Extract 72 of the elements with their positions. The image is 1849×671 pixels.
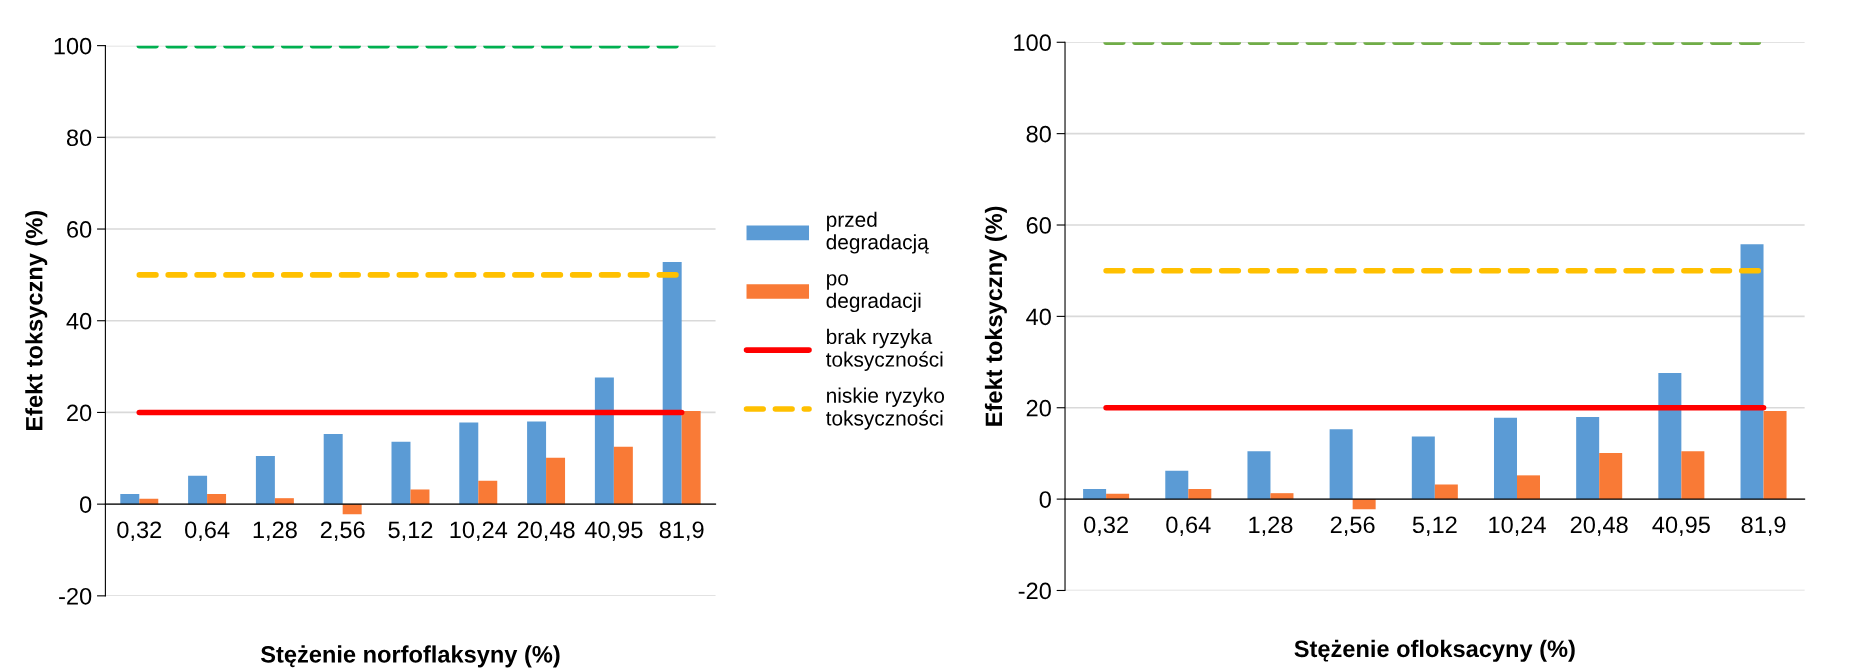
x-tick-label: 10,24 (450, 521, 508, 541)
y-tick-label: 40 (1026, 308, 1051, 326)
y-tick-label: 0 (79, 496, 92, 513)
x-tick-label: 5,12 (388, 521, 433, 541)
x-tick-label: 81,9 (659, 521, 704, 541)
bar (1599, 452, 1623, 500)
x-tick-label: 1,28 (1249, 516, 1293, 536)
x-tick-label: 0,64 (1166, 516, 1211, 536)
legend-label: po degradacji (826, 274, 921, 313)
bar (1493, 417, 1517, 500)
x-tick-label: 0,32 (117, 521, 162, 541)
x-axis-title: Stężenie norfoflaksyny (%) (260, 645, 560, 668)
bar (459, 422, 479, 505)
y-tick-label: 60 (67, 221, 92, 238)
x-tick-label: 20,48 (1570, 516, 1628, 536)
y-tick-label: 20 (67, 404, 92, 422)
legend-label: przed degradacją (826, 211, 929, 254)
y-tick-label: 20 (1026, 399, 1051, 417)
bar (1165, 470, 1189, 500)
bar (410, 489, 430, 505)
bar (120, 494, 140, 505)
bar (1658, 373, 1682, 500)
y-tick-label: 40 (66, 312, 92, 330)
y-axis-title: Efekt toksyczny (%) (25, 211, 48, 431)
y-tick-label: 0 (1039, 491, 1051, 508)
bar (478, 480, 498, 505)
x-tick-label: 20,48 (517, 521, 575, 541)
bar (1517, 475, 1541, 500)
bar (546, 457, 566, 505)
x-tick-label: 40,95 (1652, 516, 1710, 536)
bar (255, 456, 275, 505)
x-tick-label: 81,9 (1741, 516, 1786, 536)
x-tick-label: 0,64 (185, 521, 230, 541)
bar (527, 421, 547, 505)
bar (1329, 429, 1353, 500)
y-tick-label: 100 (54, 37, 92, 55)
bar (207, 494, 227, 505)
bar (1576, 416, 1600, 500)
y-tick-label: 60 (1026, 217, 1051, 234)
x-tick-label: 1,28 (253, 521, 297, 541)
bar (1352, 499, 1376, 510)
y-tick-label: 100 (1014, 34, 1051, 52)
bar (1188, 489, 1212, 500)
x-axis-title: Stężenie ofloksacyny (%) (1294, 639, 1575, 662)
y-axis-title: Efekt toksyczny (%) (984, 206, 1007, 426)
legend-label: brak ryzyka toksyczności (826, 328, 943, 371)
x-tick-label: 2,56 (1330, 516, 1375, 536)
x-tick-label: 2,56 (320, 521, 365, 541)
x-tick-label: 5,12 (1412, 516, 1457, 536)
bar (1247, 451, 1271, 500)
bar (1740, 244, 1764, 500)
bar (391, 441, 411, 505)
y-tick-label: 80 (66, 129, 92, 147)
x-tick-label: 0,32 (1084, 516, 1128, 536)
bar (323, 433, 343, 505)
legend-label: niskie ryzyko toksyczności (826, 387, 945, 430)
bar (1083, 489, 1107, 500)
bar (662, 262, 682, 505)
bar (342, 504, 362, 515)
bar (613, 446, 633, 505)
bar (1434, 484, 1458, 500)
y-tick-label: 80 (1026, 125, 1051, 143)
y-tick-label: -20 (1018, 582, 1051, 600)
y-tick-label: -20 (59, 587, 92, 605)
bar (681, 411, 701, 505)
bar (1681, 451, 1705, 500)
bar (1763, 410, 1787, 500)
x-tick-label: 40,95 (584, 521, 643, 541)
bar (188, 475, 208, 505)
bar (1411, 436, 1435, 500)
bar (594, 377, 614, 505)
x-tick-label: 10,24 (1489, 516, 1546, 536)
